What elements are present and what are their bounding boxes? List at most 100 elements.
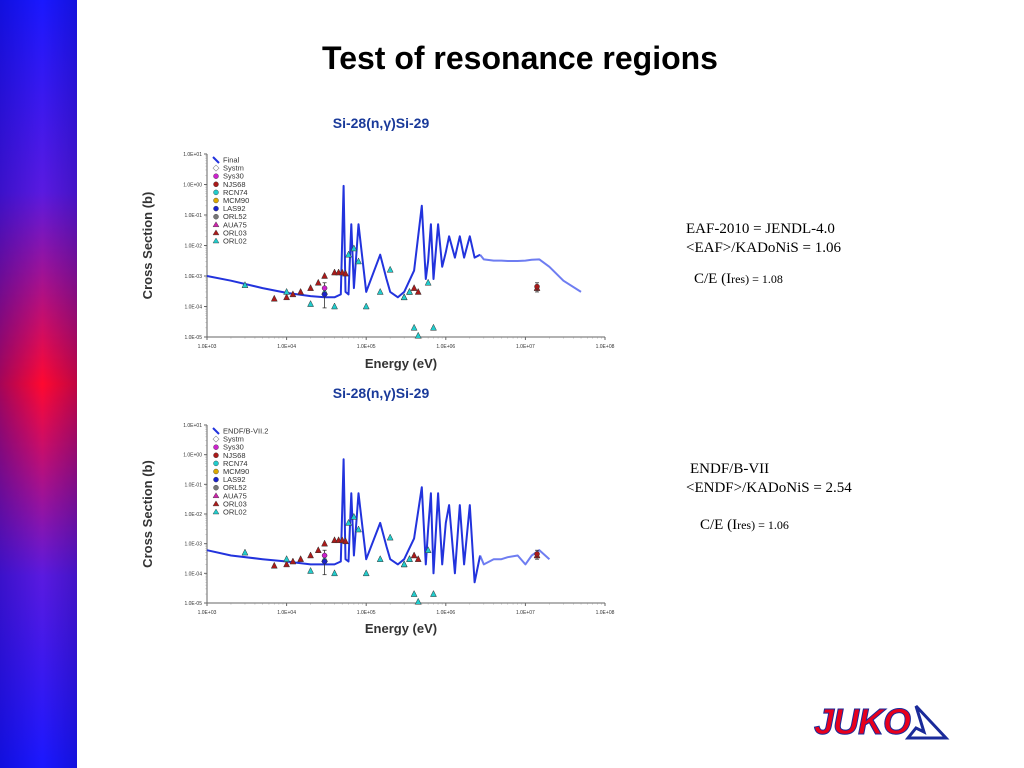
note-endf-ce-value: = 1.06 — [755, 518, 789, 532]
juko-logo-text: JUKO — [814, 701, 911, 742]
chart1-point-orl03 — [410, 284, 418, 291]
chart1-point-orl03 — [289, 290, 297, 298]
chart2-point-orl03 — [321, 539, 328, 547]
chart2-y-tick-label: 1.0E-02 — [184, 512, 202, 518]
chart1-point-orl03 — [342, 269, 349, 277]
chart2-x-axis-label: Energy (eV) — [365, 621, 437, 636]
chart1-legend-circle-swatch — [213, 173, 219, 179]
note-endf-ce-prefix: C/E (I — [700, 517, 738, 533]
chart2-point-orl02 — [355, 525, 362, 533]
chart2-x-tick-label: 1.0E+07 — [516, 610, 535, 616]
chart1-legend-circle-swatch — [213, 181, 219, 188]
chart2-legend-label: MCM90 — [223, 467, 249, 476]
chart1-point-orl02 — [430, 323, 437, 331]
chart1-point-orl02 — [241, 281, 249, 288]
chart1-y-tick-label: 1.0E-03 — [184, 274, 202, 280]
chart1-point-orl03 — [307, 284, 314, 291]
chart2-point-orl03 — [289, 557, 297, 565]
chart1-point-orl02 — [376, 287, 384, 295]
chart1-point-njs68 — [534, 283, 540, 290]
chart2-point-las92 — [321, 558, 328, 565]
chart2-point-orl03 — [342, 537, 349, 545]
chart2-point-orl03 — [270, 561, 278, 569]
chart1-point-orl02 — [400, 293, 408, 301]
chart2-x-tick-label: 1.0E+04 — [277, 610, 296, 616]
slide-title: Test of resonance regions — [322, 40, 718, 76]
chart2-legend-label: ENDF/B-VII.2 — [223, 427, 268, 436]
chart1-legend-label: RCN74 — [223, 188, 248, 197]
chart2-point-orl02 — [307, 566, 314, 574]
chart2-legend-label: Systm — [223, 435, 244, 444]
chart2-point-orl03 — [297, 555, 305, 562]
chart1-x-tick-label: 1.0E+05 — [357, 344, 376, 350]
chart1-point-orl02 — [424, 278, 432, 286]
chart2-point-orl03 — [331, 536, 338, 544]
chart2-point-sys30 — [321, 552, 328, 559]
chart1-y-tick-label: 1.0E-04 — [184, 305, 202, 311]
chart1-point-orl02 — [386, 265, 394, 273]
chart2-point-orl02 — [345, 518, 352, 526]
chart2-legend-circle-swatch — [213, 452, 219, 458]
chart2-y-tick-label: 1.0E-03 — [184, 542, 202, 548]
chart2-point-orl02 — [410, 590, 418, 597]
note-eaf-ce-sub: res) — [731, 272, 750, 286]
chart2-legend-label: ORL03 — [223, 499, 247, 508]
chart2-legend-line-swatch — [212, 427, 220, 435]
chart1-y-tick-label: 1.0E-02 — [184, 244, 202, 250]
chart2-point-orl02 — [241, 548, 249, 556]
juko-logo-accent — [904, 704, 950, 740]
chart1-legend-label: Final — [223, 156, 240, 165]
chart2-legend-circle-swatch — [213, 444, 219, 450]
chart1-y-tick-label: 1.0E-01 — [184, 213, 202, 219]
chart1-point-orl02 — [355, 257, 362, 265]
chart1-y-tick-label: 1.0E-05 — [184, 335, 202, 341]
chart2-x-tick-label: 1.0E+03 — [198, 610, 217, 616]
chart1-title: Si-28(n,γ)Si-29 — [333, 115, 430, 131]
chart1-legend-diamond-swatch — [212, 164, 220, 172]
chart2-point-orl02 — [430, 590, 437, 597]
decorative-sidebar — [0, 0, 77, 768]
chart1-point-orl02 — [362, 302, 370, 310]
note-eaf-line1: EAF-2010 = JENDL-4.0 — [686, 221, 835, 237]
chart1-y-axis-label: Cross Section (b) — [140, 192, 155, 300]
note-eaf-ce: C/E (Ires) = 1.08 — [694, 270, 783, 289]
chart1-legend-label: ORL52 — [223, 212, 247, 221]
chart1-point-orl03 — [331, 268, 338, 276]
chart2-point-orl03 — [307, 551, 314, 559]
chart1-point-orl02 — [331, 302, 338, 310]
chart2-legend-label: ORL02 — [223, 508, 247, 517]
note-eaf: EAF-2010 = JENDL-4.0 <EAF>/KADoNiS = 1.0… — [686, 220, 841, 289]
chart2-point-orl02 — [424, 546, 432, 553]
chart1-legend-label: NJS68 — [223, 180, 246, 189]
chart1-y-tick-label: 1.0E+00 — [183, 183, 202, 189]
chart1-y-tick-label: 1.0E+01 — [183, 152, 202, 158]
chart1-legend-circle-swatch — [213, 189, 219, 196]
chart2-point-orl02 — [350, 512, 358, 520]
chart1-legend-label: AUA75 — [223, 220, 247, 229]
chart2-x-tick-label: 1.0E+06 — [436, 610, 455, 616]
chart2-legend-label: Sys30 — [223, 443, 244, 452]
chart2-point-orl03 — [283, 560, 291, 568]
chart1-point-orl02 — [350, 244, 358, 252]
note-eaf-line2: <EAF>/KADoNiS = 1.06 — [686, 240, 841, 256]
note-eaf-ce-value: = 1.08 — [749, 272, 783, 286]
chart2-legend-circle-swatch — [213, 476, 219, 483]
chart2-point-orl02 — [362, 569, 370, 577]
chart1-point-orl03 — [414, 287, 422, 295]
chart1-legend-triangle-swatch — [212, 237, 220, 244]
chart1-point-orl03 — [321, 271, 328, 279]
chart2-legend-triangle-swatch — [212, 492, 220, 498]
chart2-legend-triangle-swatch — [212, 500, 220, 507]
chart1-point-orl02 — [410, 323, 418, 331]
chart1-legend-label: ORL02 — [223, 237, 247, 246]
chart2-curve-series-line — [206, 458, 482, 584]
chart1-legend-line-swatch — [212, 156, 220, 164]
chart2-legend-label: RCN74 — [223, 459, 248, 468]
note-endf-ce-sub: res) — [737, 518, 756, 532]
chart2-point-orl03 — [314, 546, 322, 553]
chart1-legend-circle-swatch — [213, 197, 219, 204]
chart2-point-njs68 — [534, 551, 540, 557]
chart2-y-axis-label: Cross Section (b) — [140, 460, 155, 568]
chart1-point-orl03 — [314, 278, 322, 286]
chart1-x-tick-label: 1.0E+07 — [516, 344, 535, 350]
